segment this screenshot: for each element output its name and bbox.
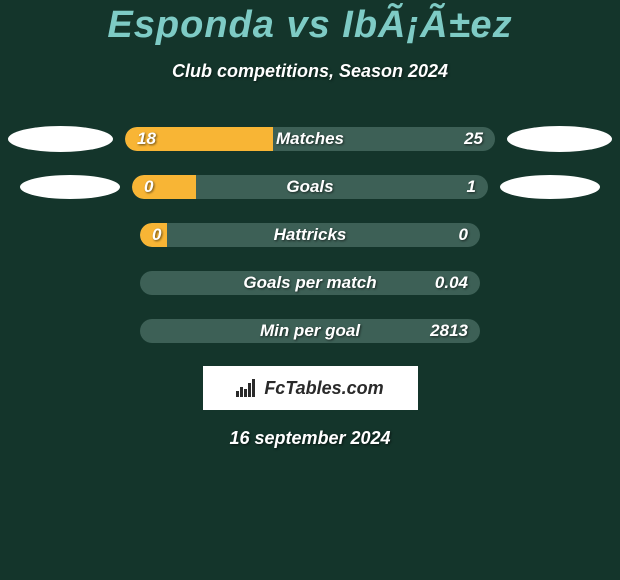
subtitle: Club competitions, Season 2024 — [0, 61, 620, 82]
infographic-container: Esponda vs IbÃ¡Ã±ez Club competitions, S… — [0, 0, 620, 580]
branding-text: FcTables.com — [264, 378, 383, 399]
stat-value-right: 0 — [459, 225, 468, 245]
stat-bar-fill — [132, 175, 196, 199]
stat-value-right: 25 — [464, 129, 483, 149]
stat-label: Matches — [276, 129, 344, 149]
stat-value-left: 18 — [137, 129, 156, 149]
title: Esponda vs IbÃ¡Ã±ez — [0, 0, 620, 47]
player-left-shadow — [20, 175, 120, 199]
stat-bar: Goals per match 0.04 — [140, 271, 480, 295]
stat-row: 0 Goals 1 — [0, 174, 620, 200]
stat-value-right: 1 — [467, 177, 476, 197]
stat-row: Goals per match 0.04 — [0, 270, 620, 296]
stats-list: 18 Matches 25 0 Goals 1 0 Hattricks 0 Goals per m… — [0, 126, 620, 344]
stat-value-right: 0.04 — [435, 273, 468, 293]
chart-icon — [236, 379, 258, 397]
stat-bar: Min per goal 2813 — [140, 319, 480, 343]
player-left-shadow — [8, 126, 113, 152]
stat-value-left: 0 — [144, 177, 153, 197]
stat-bar: 0 Goals 1 — [132, 175, 488, 199]
stat-value-left: 0 — [152, 225, 161, 245]
stat-label: Goals per match — [243, 273, 376, 293]
stat-label: Min per goal — [260, 321, 360, 341]
stat-label: Goals — [286, 177, 333, 197]
branding-badge: FcTables.com — [203, 366, 418, 410]
stat-bar: 18 Matches 25 — [125, 127, 495, 151]
player-right-shadow — [500, 175, 600, 199]
stat-row: Min per goal 2813 — [0, 318, 620, 344]
stat-label: Hattricks — [274, 225, 347, 245]
date-text: 16 september 2024 — [0, 428, 620, 449]
stat-row: 18 Matches 25 — [0, 126, 620, 152]
stat-row: 0 Hattricks 0 — [0, 222, 620, 248]
stat-value-right: 2813 — [430, 321, 468, 341]
player-right-shadow — [507, 126, 612, 152]
stat-bar: 0 Hattricks 0 — [140, 223, 480, 247]
